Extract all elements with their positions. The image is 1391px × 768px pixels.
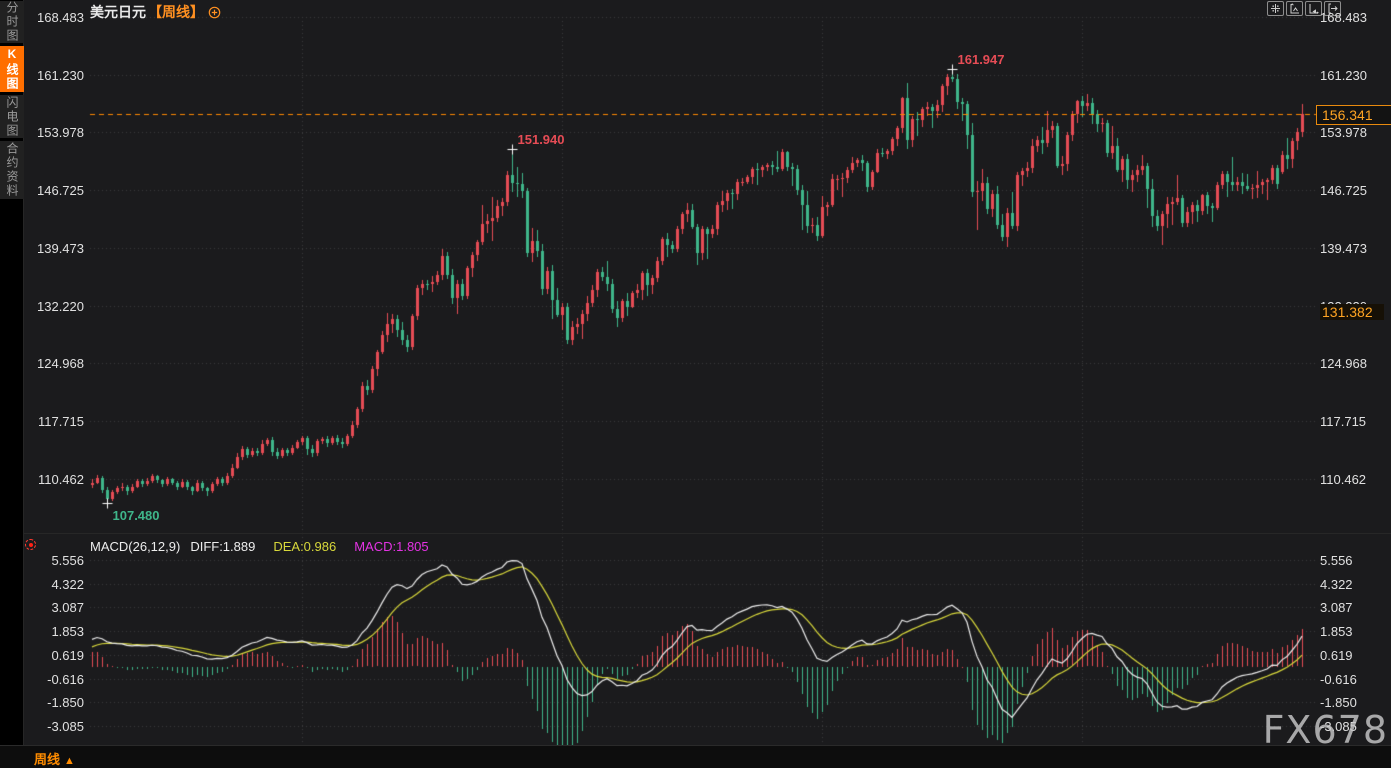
axis-marker-label: 131.382 — [1320, 304, 1384, 320]
circle-plus-icon[interactable] — [208, 6, 221, 19]
sidebar-tab-label: K线图 — [5, 47, 19, 91]
chart-title: 美元日元 【周线】 — [90, 2, 221, 22]
crosshair-icon[interactable] — [1267, 1, 1284, 16]
scale-time-axis-icon[interactable] — [1305, 1, 1322, 16]
bottom-bar — [0, 745, 1391, 768]
sidebar-tab-label: 分时图 — [5, 1, 19, 43]
macd-name: MACD(26,12,9) — [90, 539, 181, 554]
sidebar-tab-time-chart[interactable]: 分时图 — [0, 1, 24, 43]
period-selector-label: 周线 — [34, 752, 61, 767]
sidebar-tab-label: 合约资料 — [5, 142, 19, 198]
current-price-label: 156.341 — [1316, 104, 1391, 125]
macd-diff-value: DIFF:1.889 — [190, 539, 256, 554]
scale-price-axis-icon[interactable] — [1286, 1, 1303, 16]
indicator-settings-icon[interactable] — [25, 539, 36, 550]
sidebar-tab-contract-info[interactable]: 合约资料 — [0, 141, 24, 199]
watermark: FX678 — [1262, 708, 1388, 752]
chart-toolbar — [1267, 1, 1341, 16]
pan-right-icon[interactable] — [1324, 1, 1341, 16]
symbol-name: 美元日元 — [90, 4, 146, 20]
period-dropdown-arrow-icon: ▲ — [64, 755, 75, 767]
sidebar-tab-candle-chart[interactable]: K线图 — [0, 46, 24, 92]
macd-legend: MACD(26,12,9) DIFF:1.889 DEA:0.986 MACD:1.8… — [90, 539, 429, 554]
sidebar-tab-label: 闪电图 — [5, 95, 19, 138]
macd-dea-value: DEA:0.986 — [273, 539, 337, 554]
period-selector[interactable]: 周线 ▲ — [34, 749, 75, 768]
period-tag: 【周线】 — [148, 4, 204, 20]
sidebar-tab-flash-chart[interactable]: 闪电图 — [0, 95, 24, 138]
chart-type-sidebar: 分时图 K线图 闪电图 合约资料 — [0, 0, 24, 768]
macd-hist-value: MACD:1.805 — [354, 539, 429, 554]
pane-separator — [24, 533, 1391, 534]
